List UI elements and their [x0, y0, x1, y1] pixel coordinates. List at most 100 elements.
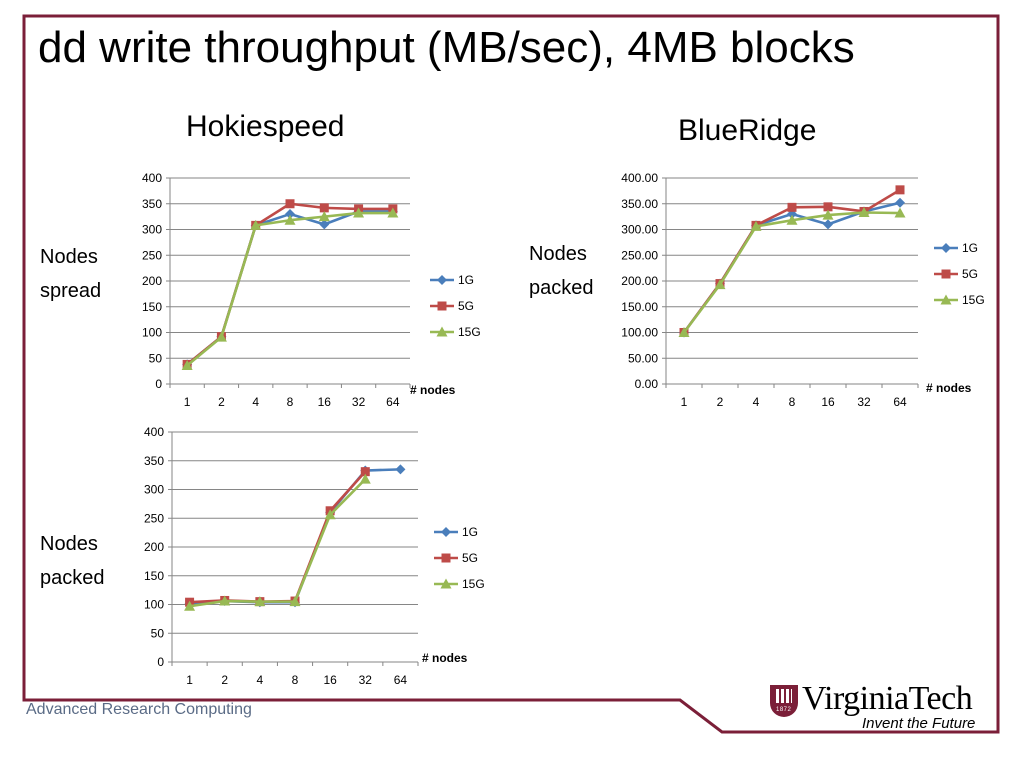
series-5G: [185, 467, 370, 607]
legend-item: 5G: [434, 551, 478, 565]
y-tick-label: 300: [144, 483, 164, 497]
legend-item: 5G: [430, 299, 474, 313]
x-tick-label: 64: [394, 673, 408, 687]
data-point: [894, 207, 906, 218]
x-tick-label: 32: [359, 673, 373, 687]
legend-label: 1G: [962, 241, 978, 255]
legend-item: 15G: [934, 293, 985, 307]
y-tick-label: 200.00: [621, 274, 658, 288]
row-label-line: Nodes: [40, 246, 98, 268]
legend-item: 15G: [434, 577, 485, 591]
x-axis-title: # nodes: [410, 383, 456, 397]
legend-label: 1G: [462, 525, 478, 539]
shield-icon: 1872: [770, 685, 798, 717]
x-tick-label: 4: [257, 673, 264, 687]
x-tick-label: 2: [717, 395, 724, 409]
series-line: [189, 470, 367, 604]
series-5G: [679, 185, 905, 337]
legend-item: 1G: [434, 525, 478, 539]
chart-hokiespeed-spread: 0 50 100 150 200 250 300 350 400 1 2 4 8 16 32 64 # node…: [142, 171, 480, 409]
data-point: [318, 211, 330, 222]
x-tick-label: 32: [857, 395, 871, 409]
row-label-line: packed: [529, 277, 594, 299]
legend-marker: [437, 275, 447, 285]
data-point: [786, 214, 798, 225]
legend-item: 1G: [934, 241, 978, 255]
chart-hokiespeed-packed: 0 50 100 150 200 250 300 350 400 1 2 4 8 16 32 64 # node…: [144, 425, 485, 687]
x-tick-label: 2: [221, 673, 228, 687]
y-tick-label: 200: [142, 274, 162, 288]
x-tick-label: 64: [386, 395, 400, 409]
virginia-tech-logo: 1872 VirginiaTech Invent the Future: [766, 680, 996, 733]
data-point: [319, 219, 330, 230]
data-point: [285, 209, 295, 220]
legend-item: 15G: [430, 325, 480, 339]
series-line: [186, 211, 393, 367]
y-tick-label: 50.00: [628, 351, 658, 365]
page-title: dd write throughput (MB/sec), 4MB blocks: [38, 23, 855, 72]
data-point: [787, 202, 797, 212]
legend-item: 5G: [934, 267, 978, 281]
row-label-bottom-left: Nodes packed: [40, 527, 105, 595]
y-tick-label: 250: [144, 511, 164, 525]
y-tick-label: 350.00: [621, 197, 658, 211]
data-point: [319, 203, 329, 213]
row-label-line: Nodes: [40, 533, 98, 555]
x-tick-label: 4: [252, 395, 259, 409]
data-point: [895, 197, 905, 208]
data-point: [181, 359, 193, 370]
data-point: [822, 209, 834, 220]
series-line: [189, 478, 367, 608]
legend-label: 15G: [462, 577, 485, 591]
x-tick-label: 32: [352, 395, 366, 409]
data-point: [284, 214, 296, 225]
legend-label: 5G: [458, 299, 474, 313]
data-point: [858, 207, 870, 218]
series-1G: [184, 464, 406, 609]
y-tick-label: 200: [144, 540, 164, 554]
y-tick-label: 100.00: [621, 326, 658, 340]
data-point: [895, 185, 905, 195]
y-tick-label: 0: [155, 377, 162, 391]
data-point: [823, 202, 833, 212]
y-tick-label: 400: [144, 425, 164, 439]
x-tick-label: 16: [318, 395, 332, 409]
y-tick-label: 400: [142, 171, 162, 185]
logo-year: 1872: [776, 707, 792, 713]
y-tick-label: 50: [151, 626, 165, 640]
x-tick-label: 1: [681, 395, 688, 409]
logo-tagline: Invent the Future: [862, 715, 976, 732]
data-point: [324, 509, 336, 520]
legend-marker: [441, 553, 451, 563]
y-tick-label: 350: [142, 197, 162, 211]
data-point: [360, 467, 370, 477]
x-tick-label: 1: [184, 395, 191, 409]
data-point: [353, 207, 365, 218]
legend-marker: [940, 294, 952, 305]
heading-hokiespeed: Hokiespeed: [186, 110, 345, 143]
row-label-line: packed: [40, 567, 105, 589]
legend-label: 15G: [458, 325, 480, 339]
data-point: [184, 600, 196, 611]
chart-blueridge-packed: 0.00 50.00 100.00 150.00 200.00 250.00 300.00 3…: [621, 171, 985, 409]
x-tick-label: 4: [753, 395, 760, 409]
data-point: [678, 327, 690, 337]
data-point: [289, 596, 301, 607]
data-point: [395, 464, 406, 475]
x-axis-title: # nodes: [422, 651, 468, 665]
legend-item: 1G: [430, 273, 474, 287]
legend-label: 5G: [962, 267, 978, 281]
x-axis-title: # nodes: [926, 381, 972, 395]
series-line: [682, 211, 901, 334]
y-tick-label: 50: [149, 351, 163, 365]
y-tick-label: 300: [142, 223, 162, 237]
y-tick-label: 0.00: [635, 377, 659, 391]
data-point: [823, 219, 833, 230]
x-tick-label: 2: [218, 395, 225, 409]
x-tick-label: 8: [287, 395, 294, 409]
data-point: [359, 473, 371, 484]
y-tick-label: 350: [144, 454, 164, 468]
legend-label: 15G: [962, 293, 985, 307]
y-tick-label: 100: [142, 326, 162, 340]
y-tick-label: 250: [142, 248, 162, 262]
